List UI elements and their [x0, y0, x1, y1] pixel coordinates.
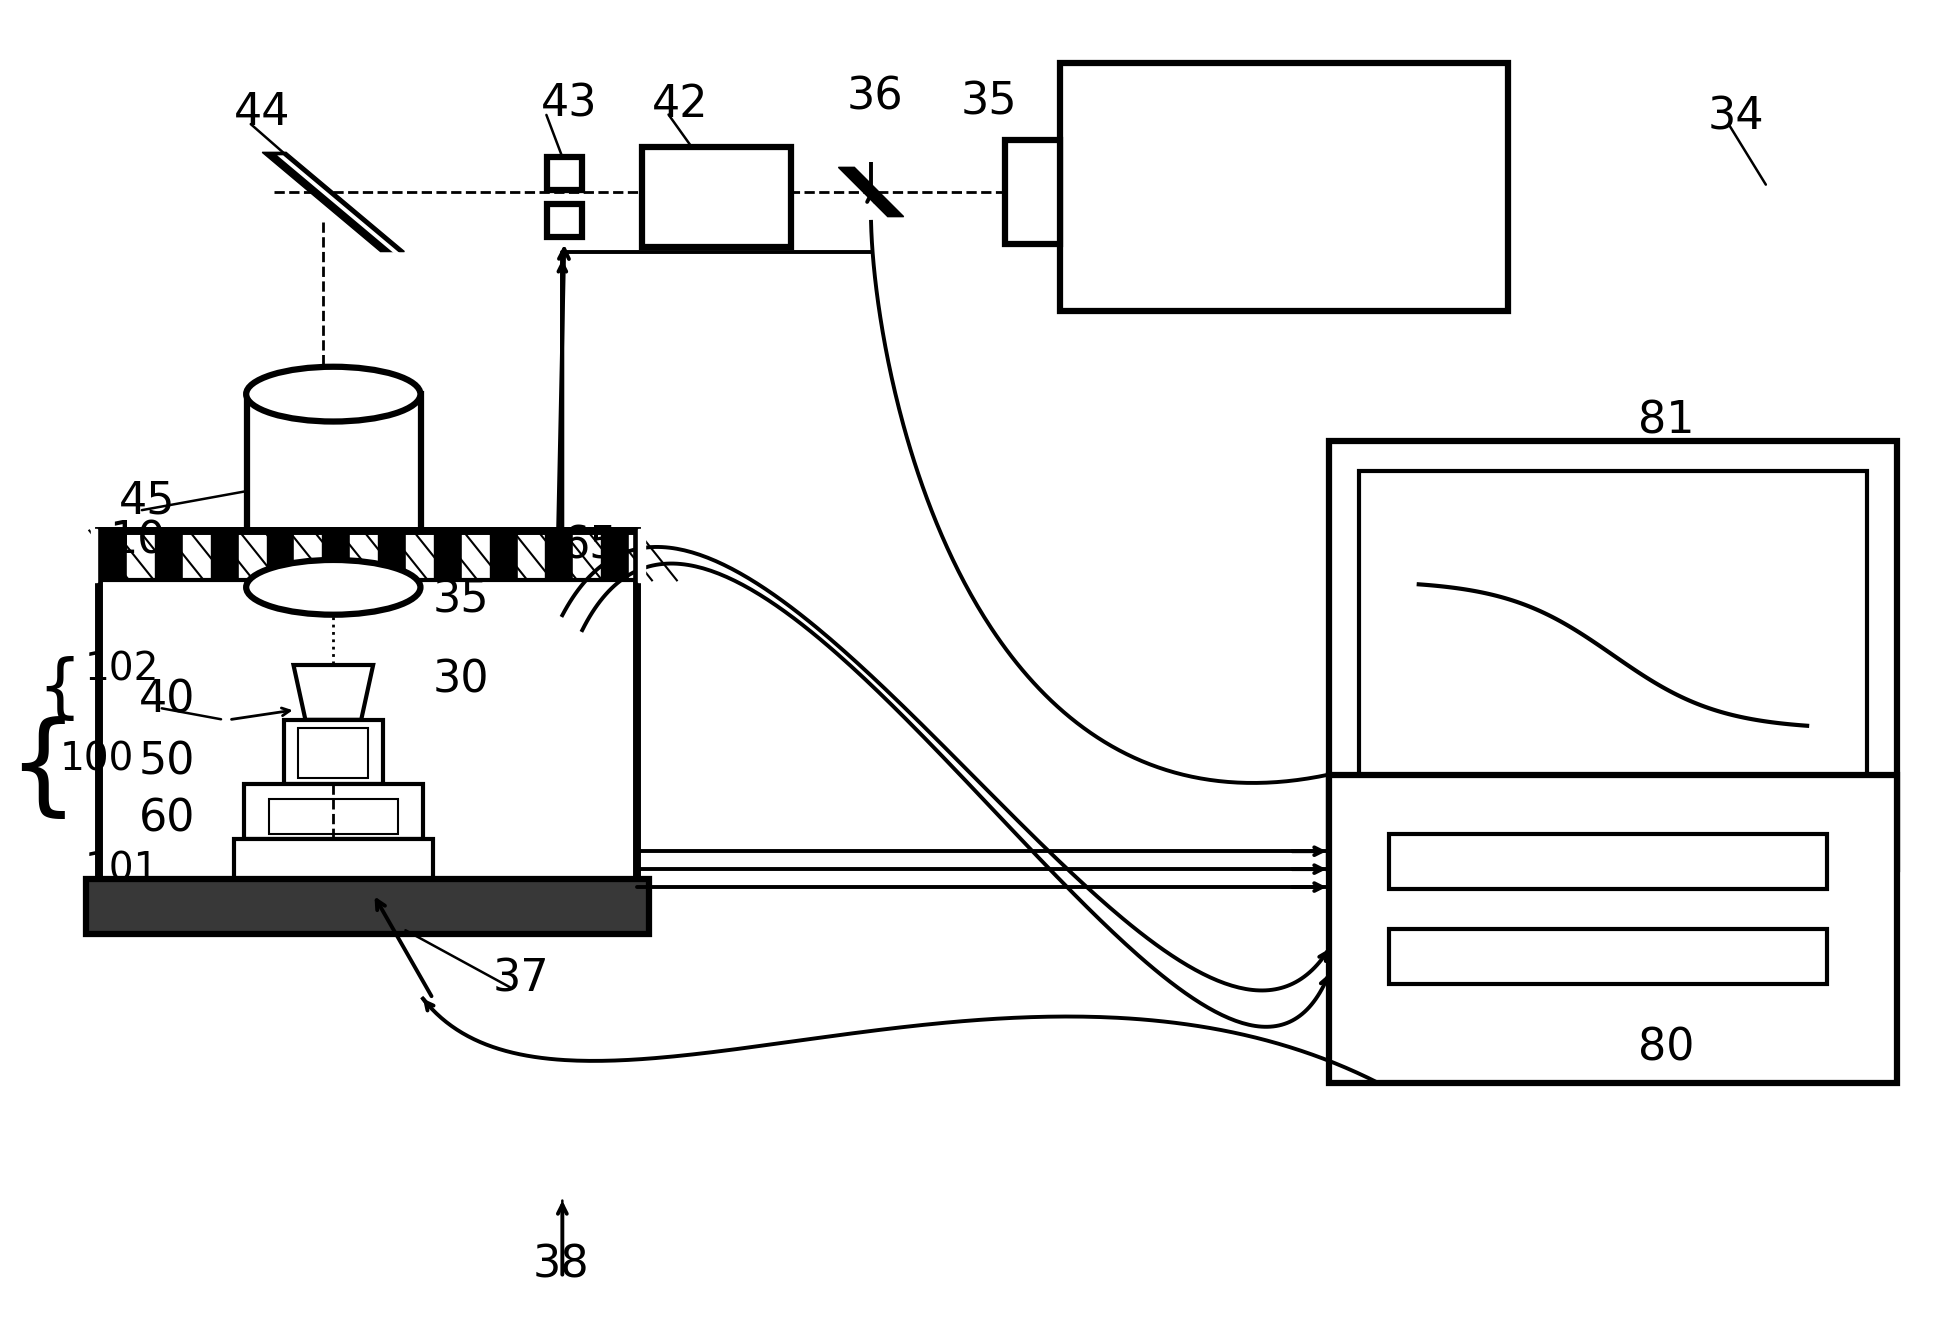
Polygon shape: [434, 531, 461, 580]
Bar: [87, 879, 650, 934]
Text: 42: 42: [652, 82, 708, 126]
Bar: [99, 531, 636, 894]
Text: 100: 100: [60, 741, 134, 778]
Text: 30: 30: [432, 658, 489, 701]
Polygon shape: [211, 531, 238, 580]
Polygon shape: [351, 531, 378, 580]
Text: 37: 37: [493, 958, 549, 1000]
Polygon shape: [405, 531, 434, 580]
Bar: [1328, 774, 1896, 1083]
Bar: [99, 531, 636, 894]
Polygon shape: [238, 531, 266, 580]
Text: 43: 43: [541, 82, 597, 126]
Polygon shape: [293, 665, 372, 720]
Bar: [543, 575, 562, 609]
Text: 10: 10: [109, 519, 165, 563]
Text: 101: 101: [83, 850, 159, 888]
Text: 35: 35: [432, 579, 489, 621]
Text: 38: 38: [531, 1244, 589, 1287]
Bar: [1004, 140, 1061, 243]
Bar: [283, 720, 382, 785]
Polygon shape: [91, 528, 97, 583]
Polygon shape: [322, 531, 351, 580]
Bar: [244, 785, 423, 839]
Text: 35: 35: [960, 81, 1016, 124]
Bar: [524, 552, 580, 575]
Text: 44: 44: [233, 90, 291, 134]
Text: 102: 102: [83, 650, 159, 689]
Bar: [547, 157, 582, 190]
Polygon shape: [128, 531, 155, 580]
Bar: [246, 394, 421, 588]
Polygon shape: [601, 531, 628, 580]
Bar: [1328, 850, 1896, 868]
Text: 34: 34: [1706, 96, 1763, 138]
Bar: [1061, 63, 1509, 311]
Text: 80: 80: [1637, 1027, 1693, 1069]
Polygon shape: [545, 531, 574, 580]
Polygon shape: [182, 531, 211, 580]
Ellipse shape: [246, 367, 421, 422]
Text: 60: 60: [140, 798, 196, 841]
Polygon shape: [295, 531, 322, 580]
Bar: [233, 839, 432, 884]
Text: 81: 81: [1637, 399, 1693, 443]
Polygon shape: [628, 531, 657, 580]
Polygon shape: [277, 156, 401, 254]
Polygon shape: [638, 528, 644, 583]
Text: 40: 40: [140, 678, 196, 721]
Ellipse shape: [246, 560, 421, 614]
Bar: [299, 728, 368, 778]
Text: 50: 50: [140, 739, 196, 783]
Text: 45: 45: [118, 479, 176, 523]
Text: 65: 65: [562, 524, 619, 567]
Bar: [1388, 928, 1827, 984]
Bar: [1328, 442, 1896, 868]
Polygon shape: [461, 531, 489, 580]
Polygon shape: [99, 531, 128, 580]
Bar: [642, 148, 791, 247]
Polygon shape: [266, 531, 295, 580]
Bar: [304, 720, 361, 754]
Bar: [547, 203, 582, 237]
Bar: [524, 609, 580, 628]
Polygon shape: [518, 531, 545, 580]
Polygon shape: [262, 153, 403, 251]
Polygon shape: [838, 168, 904, 217]
Text: {: {: [37, 657, 81, 724]
Bar: [268, 799, 397, 834]
Polygon shape: [155, 531, 182, 580]
Polygon shape: [489, 531, 518, 580]
Polygon shape: [378, 531, 405, 580]
Text: {: {: [8, 716, 78, 823]
Bar: [1388, 834, 1827, 888]
Text: 36: 36: [845, 76, 902, 118]
Polygon shape: [574, 531, 601, 580]
Bar: [1359, 471, 1865, 839]
